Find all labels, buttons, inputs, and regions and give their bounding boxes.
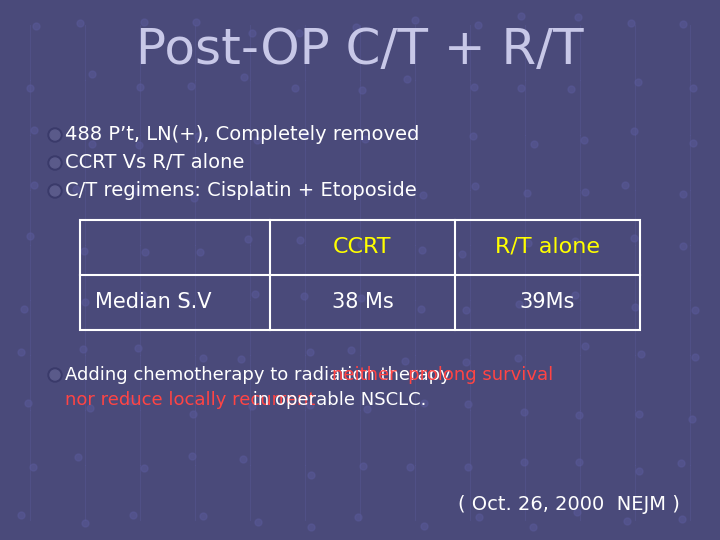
Circle shape (48, 184, 62, 198)
Text: neither  prolong survival: neither prolong survival (331, 366, 553, 384)
Text: Adding chemotherapy to radiation therapy: Adding chemotherapy to radiation therapy (65, 366, 456, 384)
Text: CCRT Vs R/T alone: CCRT Vs R/T alone (65, 153, 244, 172)
Text: nor reduce locally recurrent: nor reduce locally recurrent (65, 391, 315, 409)
Text: CCRT: CCRT (333, 237, 392, 257)
Text: ( Oct. 26, 2000  NEJM ): ( Oct. 26, 2000 NEJM ) (458, 496, 680, 515)
Text: C/T regimens: Cisplatin + Etoposide: C/T regimens: Cisplatin + Etoposide (65, 181, 417, 200)
Circle shape (48, 156, 62, 170)
Circle shape (50, 158, 60, 168)
Text: Median S.V: Median S.V (95, 292, 212, 312)
Text: 38 Ms: 38 Ms (332, 292, 393, 312)
Text: 488 P’t, LN(+), Completely removed: 488 P’t, LN(+), Completely removed (65, 125, 419, 145)
Text: Post-OP C/T + R/T: Post-OP C/T + R/T (136, 26, 584, 74)
Text: R/T alone: R/T alone (495, 237, 600, 257)
Text: 39Ms: 39Ms (520, 292, 575, 312)
Circle shape (50, 186, 60, 196)
Circle shape (50, 130, 60, 140)
Circle shape (48, 368, 62, 382)
Circle shape (48, 128, 62, 142)
Circle shape (50, 370, 60, 380)
Text: in operable NSCLC.: in operable NSCLC. (247, 391, 426, 409)
